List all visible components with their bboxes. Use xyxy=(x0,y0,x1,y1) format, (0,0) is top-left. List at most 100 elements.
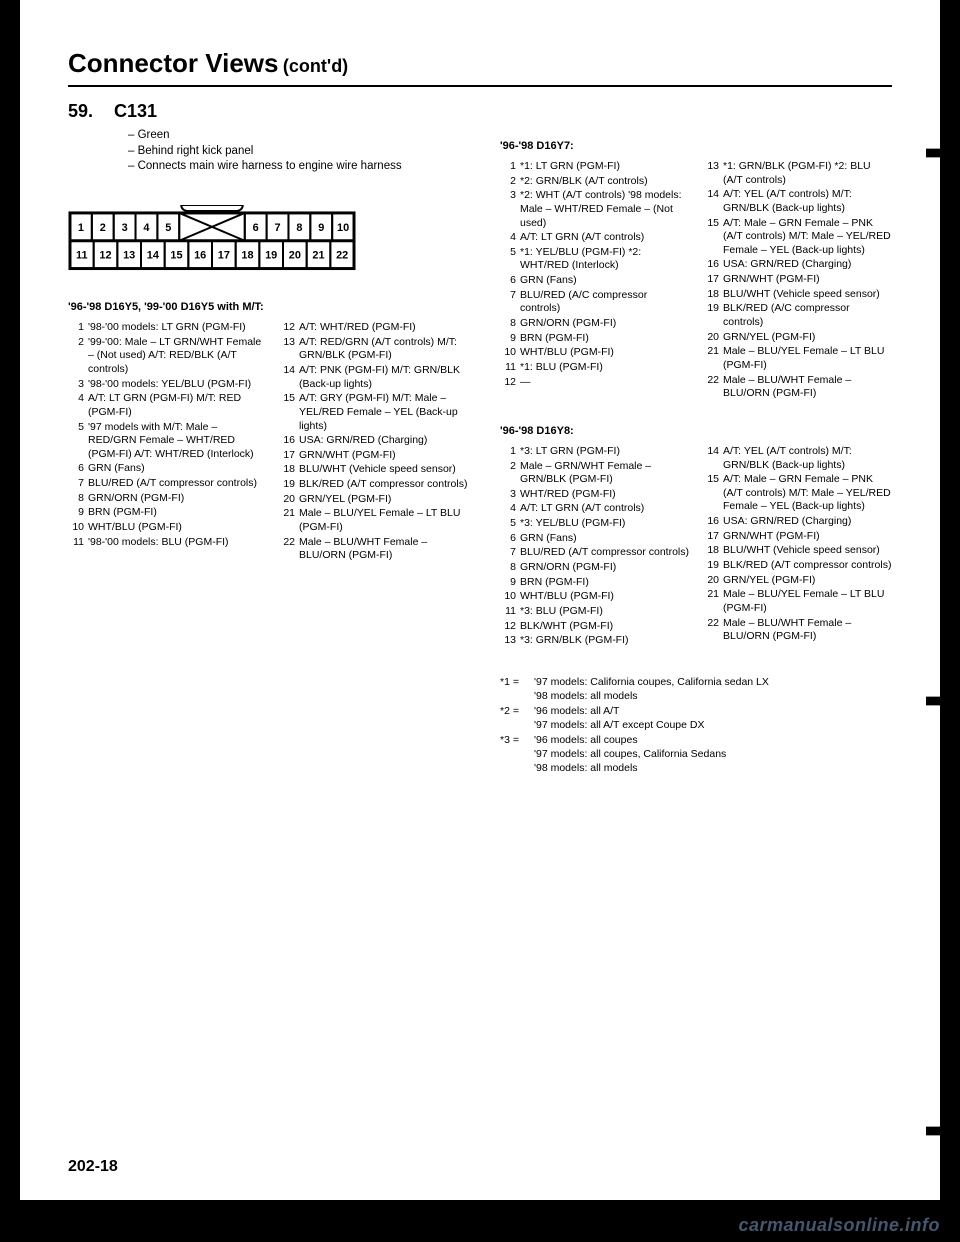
pin-row: 9BRN (PGM-FI) xyxy=(500,576,689,590)
pin-text: GRN (Fans) xyxy=(520,532,689,546)
pin-row: 14A/T: PNK (PGM-FI) M/T: GRN/BLK (Back-u… xyxy=(279,364,476,391)
pin-text: A/T: LT GRN (PGM-FI) M/T: RED (PGM-FI) xyxy=(88,392,265,419)
connector-name: C131 xyxy=(114,101,157,122)
pin-text: *2: WHT (A/T controls) '98 models: Male … xyxy=(520,189,689,230)
pin-number: 3 xyxy=(500,488,516,502)
svg-text:9: 9 xyxy=(318,221,324,233)
pin-number: 1 xyxy=(500,445,516,459)
pin-number: 10 xyxy=(500,346,516,360)
svg-text:6: 6 xyxy=(253,221,259,233)
pin-text: Male – BLU/WHT Female – BLU/ORN (PGM-FI) xyxy=(299,536,476,563)
pin-text: BLU/WHT (Vehicle speed sensor) xyxy=(299,463,476,477)
pin-row: 17GRN/WHT (PGM-FI) xyxy=(703,530,892,544)
title-row: Connector Views (cont'd) xyxy=(68,48,892,79)
pin-text: BLK/RED (A/T compressor controls) xyxy=(299,478,476,492)
footnote-key: *2 = xyxy=(500,705,534,732)
pin-number: 4 xyxy=(500,502,516,516)
watermark: carmanualsonline.info xyxy=(738,1215,940,1236)
pin-number: 13 xyxy=(500,634,516,648)
footnote-key: *3 = xyxy=(500,734,534,775)
pin-row: 22Male – BLU/WHT Female – BLU/ORN (PGM-F… xyxy=(703,617,892,644)
pin-text: — xyxy=(520,376,689,390)
section-header-2: '96-'98 D16Y8: xyxy=(500,425,892,437)
pin-number: 3 xyxy=(500,189,516,230)
pin-row: 11'98-'00 models: BLU (PGM-FI) xyxy=(68,536,265,550)
pin-row: 16USA: GRN/RED (Charging) xyxy=(279,434,476,448)
pin-row: 8GRN/ORN (PGM-FI) xyxy=(500,561,689,575)
connector-header: 59. C131 xyxy=(68,101,892,122)
pin-text: GRN/ORN (PGM-FI) xyxy=(520,561,689,575)
pin-number: 19 xyxy=(703,559,719,573)
svg-text:12: 12 xyxy=(99,249,111,261)
pin-row: 2Male – GRN/WHT Female – GRN/BLK (PGM-FI… xyxy=(500,460,689,487)
pin-row: 16USA: GRN/RED (Charging) xyxy=(703,515,892,529)
svg-text:17: 17 xyxy=(218,249,230,261)
page-number: 202-18 xyxy=(68,1158,118,1176)
pin-number: 14 xyxy=(703,188,719,215)
svg-text:15: 15 xyxy=(170,249,182,261)
pin-number: 3 xyxy=(68,378,84,392)
pin-number: 17 xyxy=(703,273,719,287)
pin-text: Male – BLU/WHT Female – BLU/ORN (PGM-FI) xyxy=(723,617,892,644)
pin-number: 13 xyxy=(279,336,295,363)
pin-row: 2'99-'00: Male – LT GRN/WHT Female – (No… xyxy=(68,336,265,377)
pin-text: *3: YEL/BLU (PGM-FI) xyxy=(520,517,689,531)
pin-row: 20GRN/YEL (PGM-FI) xyxy=(703,331,892,345)
pin-text: GRN/WHT (PGM-FI) xyxy=(299,449,476,463)
svg-text:22: 22 xyxy=(336,249,348,261)
footnote: *3 ='96 models: all coupes '97 models: a… xyxy=(500,734,892,775)
pin-text: GRN/ORN (PGM-FI) xyxy=(88,492,265,506)
pin-text: Male – BLU/YEL Female – LT BLU (PGM-FI) xyxy=(723,588,892,615)
pin-number: 21 xyxy=(279,507,295,534)
pin-text: '98-'00 models: YEL/BLU (PGM-FI) xyxy=(88,378,265,392)
pin-row: 19BLK/RED (A/T compressor controls) xyxy=(279,478,476,492)
pin-text: *2: GRN/BLK (A/T controls) xyxy=(520,175,689,189)
pin-row: 4A/T: LT GRN (A/T controls) xyxy=(500,231,689,245)
svg-text:19: 19 xyxy=(265,249,277,261)
pin-row: 3*2: WHT (A/T controls) '98 models: Male… xyxy=(500,189,689,230)
footnote-value: '96 models: all A/T '97 models: all A/T … xyxy=(534,705,705,732)
pin-number: 21 xyxy=(703,588,719,615)
pin-row: 3WHT/RED (PGM-FI) xyxy=(500,488,689,502)
pin-number: 14 xyxy=(703,445,719,472)
pin-number: 1 xyxy=(500,160,516,174)
pin-row: 2*2: GRN/BLK (A/T controls) xyxy=(500,175,689,189)
pin-number: 4 xyxy=(68,392,84,419)
pin-number: 22 xyxy=(703,617,719,644)
pin-row: 19 BLK/RED (A/T compressor controls) xyxy=(703,559,892,573)
pin-number: 20 xyxy=(279,493,295,507)
pin-text: *1: BLU (PGM-FI) xyxy=(520,361,689,375)
pin-number: 15 xyxy=(279,392,295,433)
pin-row: 7BLU/RED (A/C compressor controls) xyxy=(500,289,689,316)
pin-row: 10WHT/BLU (PGM-FI) xyxy=(500,590,689,604)
pin-number: 7 xyxy=(500,289,516,316)
pin-number: 7 xyxy=(500,546,516,560)
section-header-0: '96-'98 D16Y5, '99-'00 D16Y5 with M/T: xyxy=(68,301,476,313)
pin-row: 9BRN (PGM-FI) xyxy=(500,332,689,346)
pin-row: 18BLU/WHT (Vehicle speed sensor) xyxy=(703,544,892,558)
pin-text: *3: LT GRN (PGM-FI) xyxy=(520,445,689,459)
connector-number: 59. xyxy=(68,101,102,122)
pin-number: 20 xyxy=(703,331,719,345)
footnote: *2 ='96 models: all A/T '97 models: all … xyxy=(500,705,892,732)
pin-text: '97 models with M/T: Male – RED/GRN Fema… xyxy=(88,421,265,462)
pin-text: GRN/ORN (PGM-FI) xyxy=(520,317,689,331)
pin-row: 7BLU/RED (A/T compressor controls) xyxy=(68,477,265,491)
pin-text: BLK/RED (A/T compressor controls) xyxy=(723,559,892,573)
pin-text: A/T: RED/GRN (A/T controls) M/T: GRN/BLK… xyxy=(299,336,476,363)
pin-text: A/T: WHT/RED (PGM-FI) xyxy=(299,321,476,335)
pin-number: 12 xyxy=(500,376,516,390)
pin-number: 11 xyxy=(68,536,84,550)
connector-notes: GreenBehind right kick panelConnects mai… xyxy=(128,128,476,175)
pin-text: USA: GRN/RED (Charging) xyxy=(299,434,476,448)
connector-svg: 12345678910111213141516171819202122 xyxy=(68,205,356,277)
pin-row: 11*1: BLU (PGM-FI) xyxy=(500,361,689,375)
pin-text: WHT/BLU (PGM-FI) xyxy=(520,590,689,604)
note-line: Connects main wire harness to engine wir… xyxy=(128,159,476,175)
pin-number: 5 xyxy=(500,246,516,273)
pin-list-1: 1*1: LT GRN (PGM-FI)2*2: GRN/BLK (A/T co… xyxy=(500,160,892,401)
note-line: Green xyxy=(128,128,476,144)
pin-row: 7BLU/RED (A/T compressor controls) xyxy=(500,546,689,560)
pin-row: 3 '98-'00 models: YEL/BLU (PGM-FI) xyxy=(68,378,265,392)
pin-text: BRN (PGM-FI) xyxy=(88,506,265,520)
